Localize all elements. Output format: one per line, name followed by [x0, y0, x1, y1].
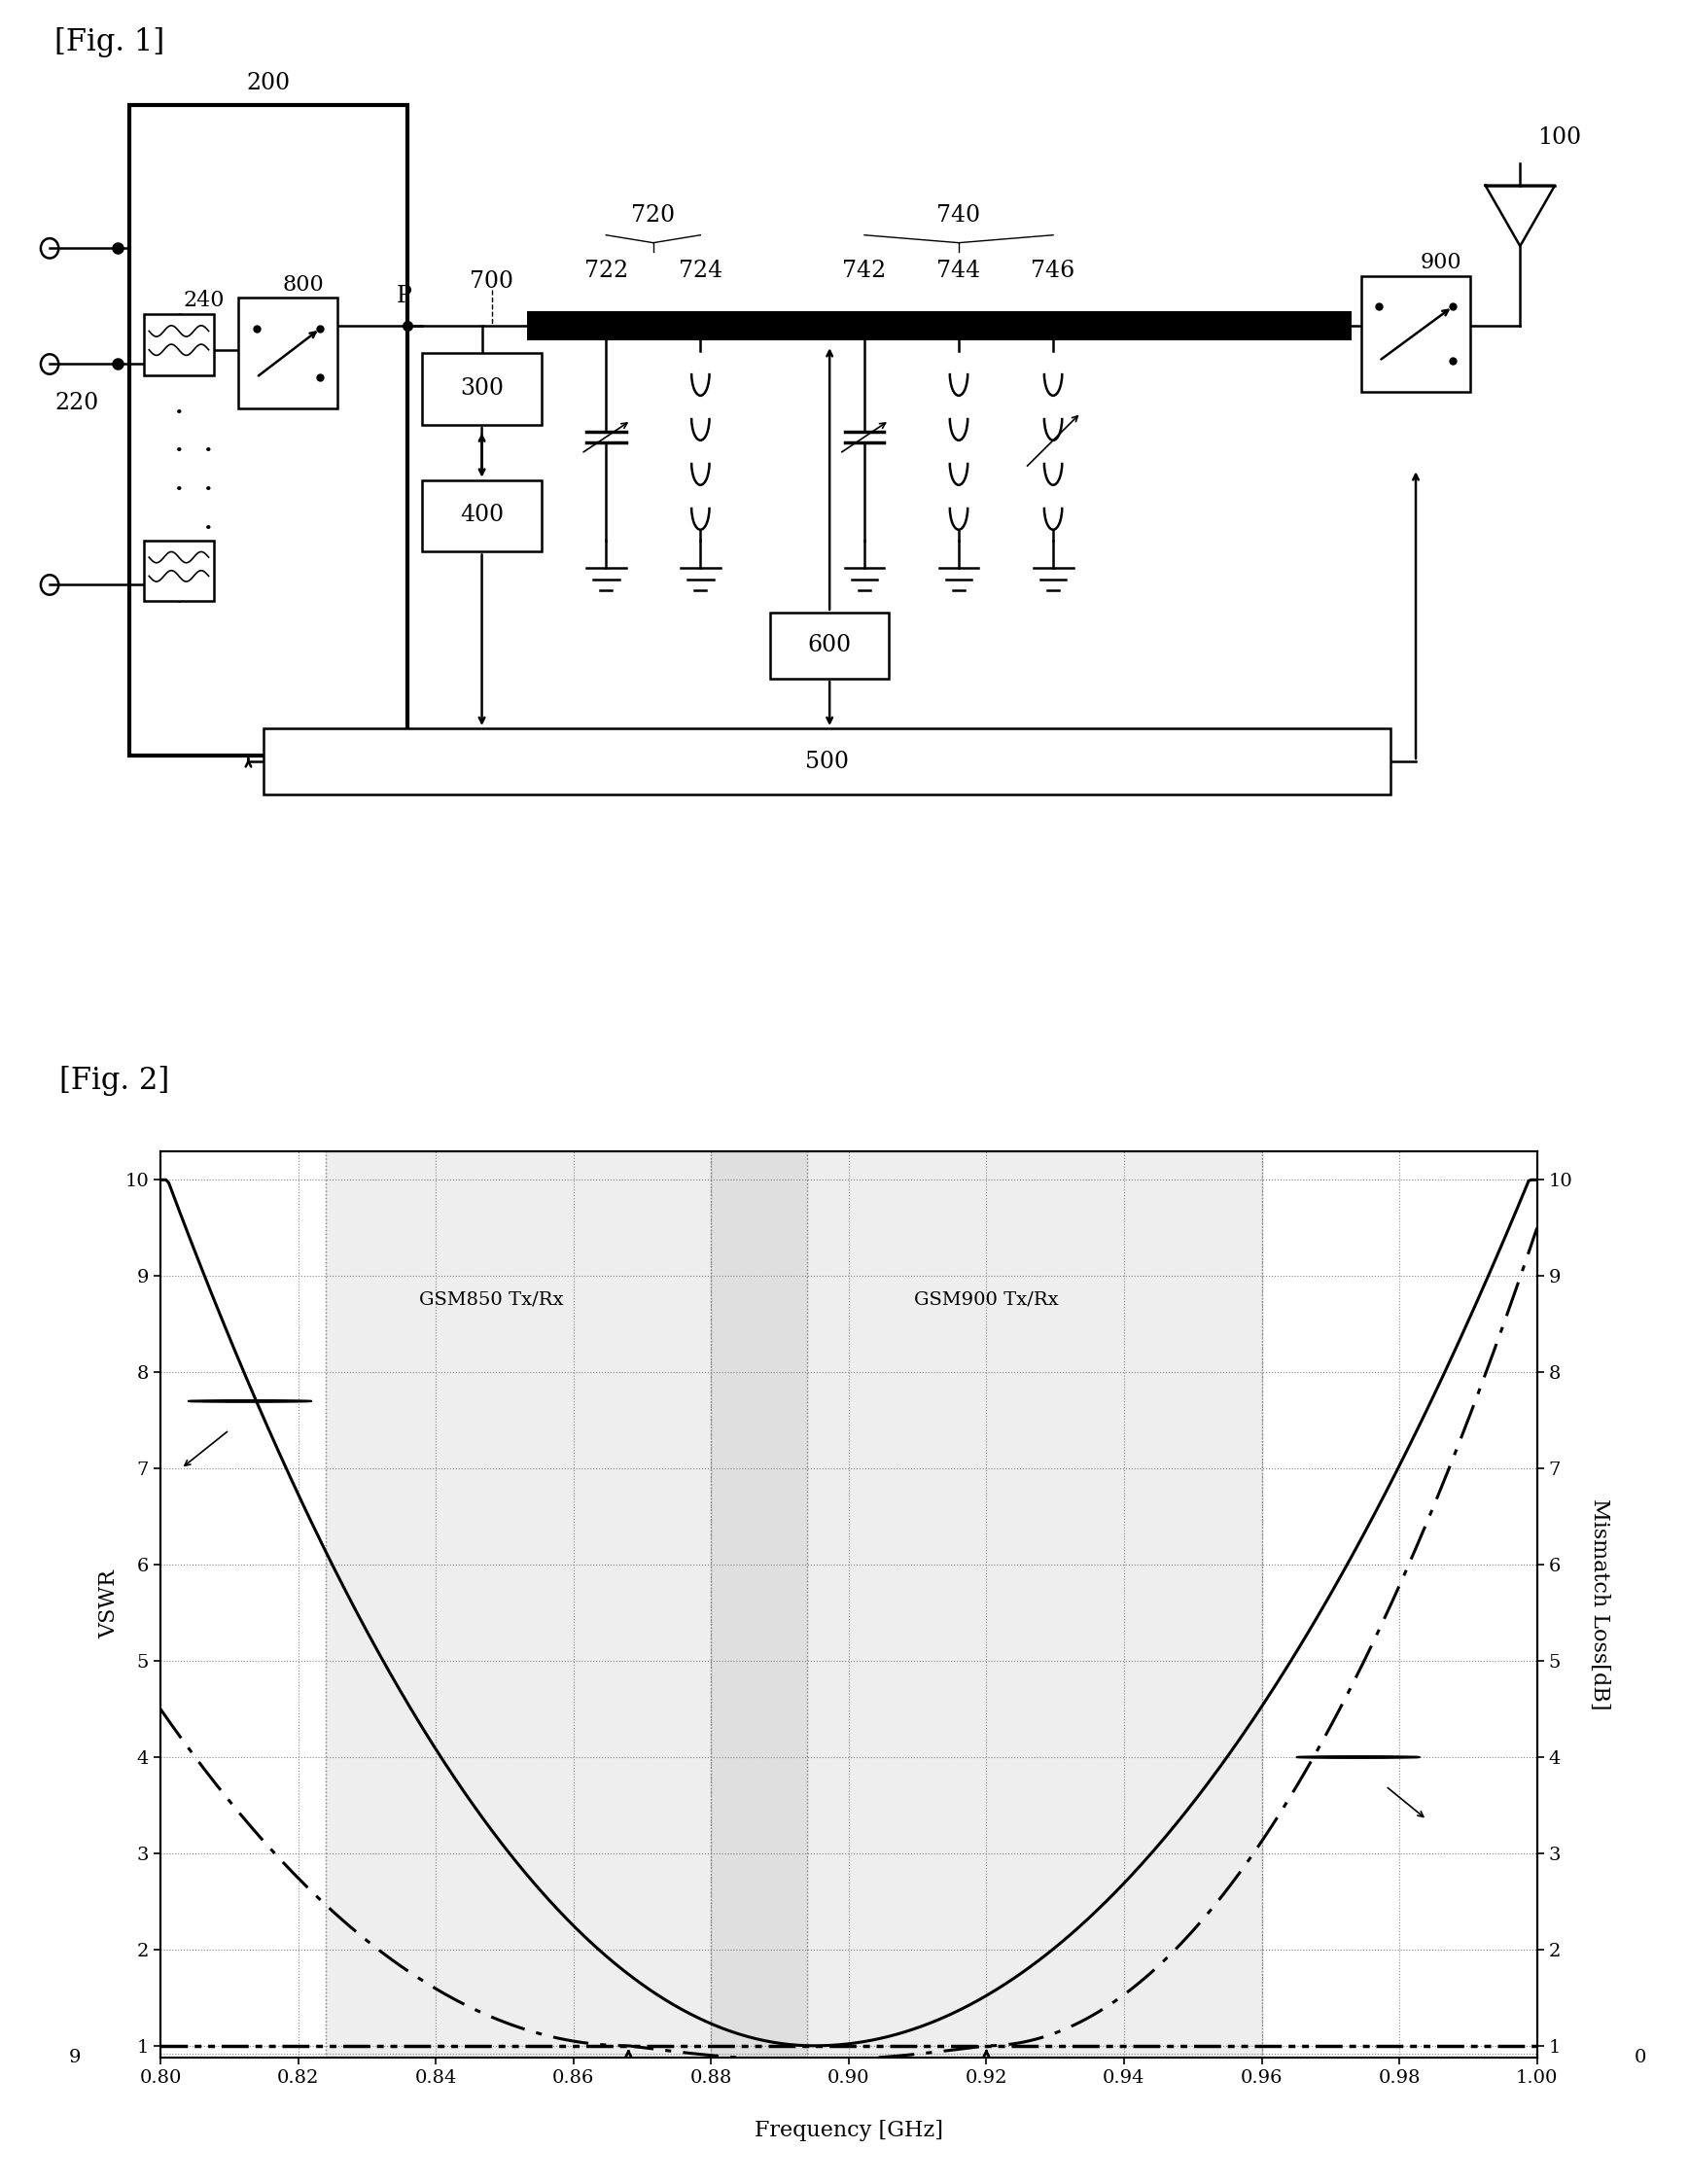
- Text: 200: 200: [247, 72, 291, 94]
- Text: ·: ·: [174, 476, 184, 507]
- Text: 9: 9: [69, 2049, 81, 2066]
- Y-axis label: Mismatch Loss[dB]: Mismatch Loss[dB]: [1589, 1498, 1610, 1710]
- Text: 740: 740: [937, 203, 981, 227]
- Text: 500: 500: [806, 751, 850, 773]
- Bar: [422, 354, 542, 426]
- Text: ·: ·: [174, 397, 184, 430]
- Bar: [144, 314, 213, 376]
- Text: 744: 744: [937, 260, 981, 282]
- Text: 300: 300: [459, 378, 503, 400]
- Bar: [1361, 275, 1471, 391]
- Bar: [770, 612, 888, 679]
- Text: GSM850 Tx/Rx: GSM850 Tx/Rx: [419, 1291, 562, 1308]
- Bar: [238, 297, 338, 408]
- Text: 722: 722: [584, 260, 628, 282]
- X-axis label: Frequency [GHz]: Frequency [GHz]: [755, 2121, 942, 2143]
- Text: 742: 742: [843, 260, 887, 282]
- Text: 746: 746: [1032, 260, 1076, 282]
- Text: 700: 700: [470, 271, 513, 293]
- Bar: [128, 105, 407, 756]
- Bar: [422, 480, 542, 553]
- Text: 400: 400: [459, 505, 503, 526]
- Y-axis label: VSWR: VSWR: [98, 1570, 120, 1638]
- Bar: [527, 310, 1351, 341]
- Text: ·: ·: [203, 513, 215, 546]
- Text: 220: 220: [54, 391, 98, 415]
- Text: P: P: [397, 284, 412, 308]
- Text: 800: 800: [282, 273, 324, 295]
- Bar: [326, 1151, 807, 2057]
- Text: 900: 900: [1420, 251, 1461, 273]
- Text: 600: 600: [807, 633, 851, 657]
- Text: 240: 240: [182, 290, 225, 310]
- Text: [Fig. 1]: [Fig. 1]: [54, 26, 166, 57]
- Text: 100: 100: [1539, 127, 1583, 149]
- Bar: [711, 1151, 1262, 2057]
- Bar: [263, 727, 1392, 795]
- Text: 724: 724: [679, 260, 723, 282]
- Text: ·: ·: [203, 476, 215, 507]
- Text: 720: 720: [632, 203, 676, 227]
- Text: [Fig. 2]: [Fig. 2]: [59, 1066, 169, 1096]
- Text: GSM900 Tx/Rx: GSM900 Tx/Rx: [914, 1291, 1059, 1308]
- Text: 0: 0: [1635, 2049, 1647, 2066]
- Text: ·: ·: [203, 437, 215, 467]
- Text: ·: ·: [174, 437, 184, 467]
- Bar: [144, 542, 213, 601]
